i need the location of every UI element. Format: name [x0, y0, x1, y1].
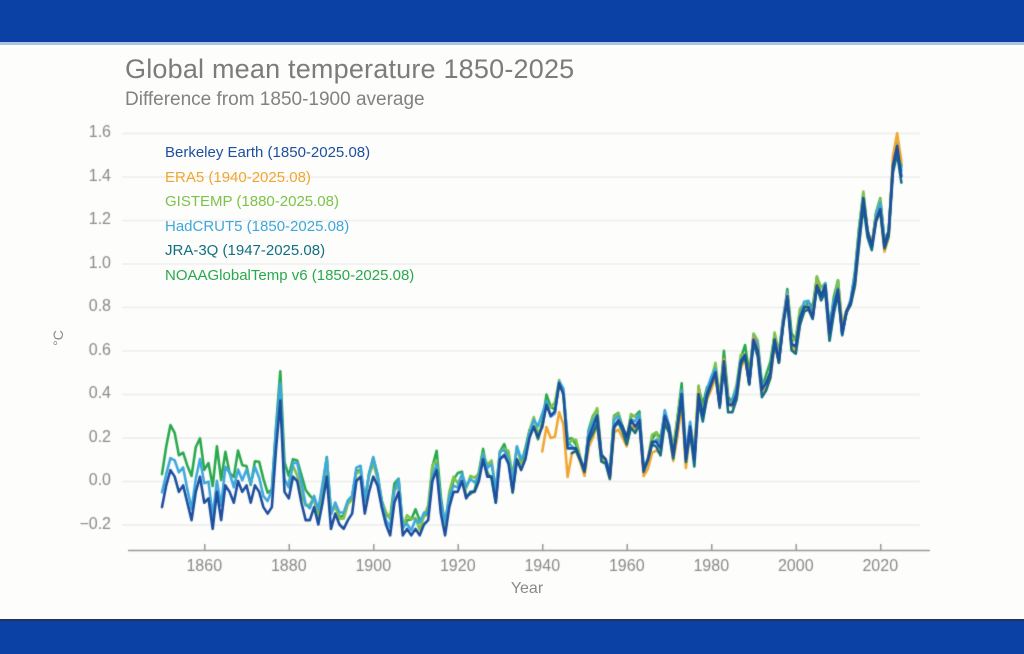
y-axis-label: °C	[50, 330, 66, 346]
top-border-accent-line	[0, 42, 1024, 45]
legend-item-berkeley-earth: Berkeley Earth (1850-2025.08)	[165, 144, 371, 161]
legend-item-gistemp: GISTEMP (1880-2025.08)	[165, 193, 339, 210]
x-axis-label: Year	[510, 580, 544, 597]
bottom-border-bar	[0, 621, 1024, 654]
legend-item-jra3q: JRA-3Q (1947-2025.08)	[165, 242, 326, 259]
legend-item-era5: ERA5 (1940-2025.08)	[165, 168, 311, 186]
top-border-bar	[0, 0, 1024, 42]
page-subtitle: Difference from 1850-1900 average	[125, 89, 425, 110]
legend-item-hadcrut5: HadCRUT5 (1850-2025.08)	[165, 217, 350, 235]
legend: Berkeley Earth (1850-2025.08) ERA5 (1940…	[165, 141, 414, 288]
page-title: Global mean temperature 1850-2025	[125, 54, 575, 84]
legend-item-noaaglobaltemp: NOAAGlobalTemp v6 (1850-2025.08)	[165, 266, 415, 284]
bottom-border-accent-line	[0, 619, 1024, 621]
